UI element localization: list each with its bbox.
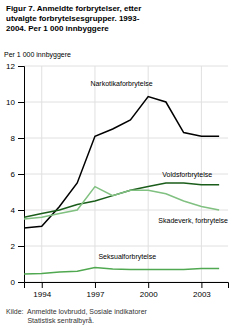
series-line (24, 187, 219, 219)
y-tick: 10 (6, 98, 24, 107)
y-tick-label: 4 (11, 206, 16, 215)
chart-title-line: utvalgte forbrytelsesgrupper. 1993- (6, 14, 140, 23)
source-note: Kilde: Anmeldte lovbrudd, Sosiale indika… (6, 308, 148, 315)
series-label: Skadeverk, forbrytelse (158, 217, 228, 225)
y-tick-mark (18, 246, 24, 247)
series-line (24, 268, 219, 274)
y-tick-label: 12 (6, 62, 15, 71)
x-tick-label: 2003 (193, 290, 211, 299)
chart-container: Figur 7. Anmeldte forbrytelser, etterutv… (0, 0, 236, 332)
y-tick-mark (18, 210, 24, 211)
chart-title: Figur 7. Anmeldte forbrytelser, etterutv… (6, 4, 141, 33)
chart-title-line: Figur 7. Anmeldte forbrytelser, etter (6, 4, 141, 13)
x-tick-label: 1994 (33, 290, 51, 299)
x-tick: 1997 (87, 282, 105, 299)
y-axis-line (18, 67, 25, 283)
lines (24, 97, 219, 274)
chart-title-line: 2004. Per 1 000 innbyggere (6, 24, 109, 33)
y-tick-label: 0 (11, 278, 16, 287)
x-tick: 2000 (140, 282, 158, 299)
grid-line-x (94, 66, 95, 282)
y-tick: 12 (6, 62, 24, 71)
y-tick: 4 (11, 206, 24, 215)
grid-line-y (24, 102, 228, 103)
x-tick-mark (148, 282, 149, 288)
x-tick-mark (201, 282, 202, 288)
chart-svg: Figur 7. Anmeldte forbrytelser, etterutv… (0, 0, 236, 332)
y-tick-label: 2 (11, 242, 16, 251)
y-tick-mark (18, 174, 24, 175)
x-tick-mark (95, 282, 96, 288)
grid-line-x (41, 66, 42, 282)
grid-line-x (148, 66, 149, 282)
grid-line-y (24, 246, 228, 247)
source-note: Statistisk sentralbyrå. (6, 317, 94, 325)
x-tick-label: 2000 (140, 290, 158, 299)
y-tick-label: 6 (11, 170, 16, 179)
grid-line-y (24, 138, 228, 139)
series-labels: Narkotikaforbrytelse Voldsforbrytelse Skad… (90, 80, 228, 261)
y-tick-mark (18, 102, 24, 103)
series-line (24, 97, 219, 228)
y-axis-label: Per 1 000 innbyggere (4, 51, 71, 59)
x-axis-line (25, 283, 229, 289)
y-tick-label: 10 (6, 98, 15, 107)
y-tick: 2 (11, 242, 24, 251)
x-tick: 2003 (193, 282, 211, 299)
x-axis: 1994 1997 2000 2003 (25, 282, 229, 299)
series-label: Voldsforbrytelse (162, 171, 212, 179)
series-label: Narkotikaforbrytelse (90, 80, 152, 88)
x-tick-label: 1997 (87, 290, 105, 299)
y-axis: 0 2 4 6 8 10 12 (6, 62, 24, 287)
series-line (24, 183, 219, 217)
y-tick: 8 (11, 134, 24, 143)
y-tick: 6 (11, 170, 24, 179)
y-tick-mark (18, 66, 24, 67)
y-tick: 0 (11, 278, 24, 287)
grid-line-y (24, 66, 228, 67)
series-label: Seksualforbrytelse (98, 253, 156, 261)
y-tick-label: 8 (11, 134, 16, 143)
x-tick-mark (42, 282, 43, 288)
plot-area: 1994 1997 2000 2003 0 2 4 6 8 10 12 Narkotikaforbry… (6, 62, 228, 299)
y-tick-mark (18, 282, 24, 283)
y-tick-mark (18, 138, 24, 139)
x-tick: 1994 (33, 282, 51, 299)
grid (24, 66, 228, 282)
